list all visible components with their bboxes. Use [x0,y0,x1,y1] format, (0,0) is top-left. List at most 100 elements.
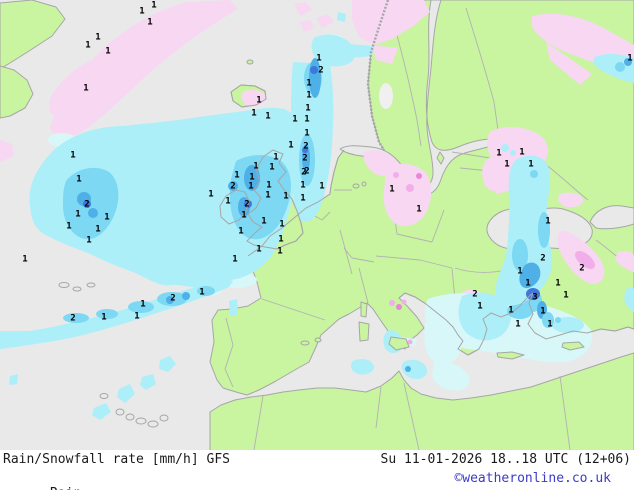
precip-value: 2 [244,200,249,210]
snow-poland [363,150,432,227]
precip-value: 1 [306,79,311,89]
precip-value: 2 [540,254,545,264]
precip-value: 1 [265,112,270,122]
sea-of-azov [589,205,634,230]
precip-value: 1 [232,255,237,265]
land-greenland-b [0,65,34,119]
precip-value: 1 [545,217,550,227]
madeira [99,393,109,399]
atlantic-islands [58,282,169,428]
caption-bar: Rain/Snowfall rate [mm/h] GFS Su 11-01-2… [0,450,634,490]
rain-norwegian-sea-top [311,12,374,67]
precip-value: 1 [140,300,145,310]
rain-scale-label: Rain [50,486,81,490]
precip-value: 1 [555,279,560,289]
precip-value: 1 [515,320,520,330]
land-gotland [436,151,445,165]
land-corsica [360,301,368,318]
title-row: Rain/Snowfall rate [mm/h] GFS Su 11-01-2… [3,452,631,467]
land-faroes [246,59,254,65]
precip-value: 2 [70,314,75,324]
precip-value: 1 [266,181,271,191]
precip-value: 1 [105,47,110,57]
precip-value: 1 [66,222,71,232]
precip-value: 1 [75,210,80,220]
precip-value: 1 [519,148,524,158]
snow-belarus [482,155,518,192]
precip-value: 1 [95,225,100,235]
precip-value: 1 [277,247,282,257]
precip-value: 2 [230,182,235,192]
precip-value: 1 [22,255,27,265]
precip-value: 1 [251,109,256,119]
precip-value: 1 [265,191,270,201]
precip-value: 1 [504,160,509,170]
precip-value: 1 [496,149,501,159]
valid-datetime: Su 11-01-2026 18..18 UTC (12+06) [380,452,631,467]
precip-value: 1 [83,84,88,94]
precip-value: 1 [528,160,533,170]
precip-value: 2 [302,154,307,164]
precip-value: 1 [477,302,482,312]
product-title: Rain/Snowfall rate [mm/h] GFS [3,452,230,467]
land-cyprus [561,341,585,351]
precip-value: 2 [472,290,477,300]
precip-value: 1 [416,205,421,215]
precip-value: 1 [304,129,309,139]
precip-value: 3 [532,293,537,303]
precip-value: 1 [316,54,321,64]
precip-value: 1 [306,91,311,101]
precip-value: 2 [84,200,89,210]
rain-aegean [458,292,511,341]
precip-value: 1 [563,291,568,301]
precip-value: 1 [70,151,75,161]
land-africa [209,352,634,450]
precip-value: 1 [199,288,204,298]
snow-nw-band [50,0,238,138]
precip-value: 1 [95,33,100,43]
precip-value: 2 [170,294,175,304]
precip-value: 1 [253,162,258,172]
land-mallorca [300,340,310,346]
copyright-link[interactable]: ©weatheronline.co.uk [454,471,611,486]
snow-areas [0,0,634,341]
precip-value: 2 [579,264,584,274]
precip-value: 1 [508,306,513,316]
precip-value: 1 [86,236,91,246]
precip-value: 2 [301,168,306,178]
azores [58,282,70,288]
precip-value: 1 [389,185,394,195]
precip-value: 1 [540,307,545,317]
coastline-overlay [219,0,634,356]
precip-value: 1 [225,197,230,207]
precip-value: 1 [300,181,305,191]
legend-row: Rain 0.11251020304050 Snow: 0.1125102030… [3,471,631,490]
precip-value: 1 [256,96,261,106]
mediterranean-islands [300,151,585,360]
precip-value: 1 [283,192,288,202]
land-sicily [388,336,410,351]
land-menorca [314,337,322,343]
precip-value: 1 [104,213,109,223]
precip-value: 2 [304,167,309,177]
precip-value: 1 [249,173,254,183]
precip-value: 1 [241,211,246,221]
precip-value: 1 [139,7,144,17]
precip-value: 1 [288,141,293,151]
precip-value: 1 [279,220,284,230]
precip-value: 1 [300,194,305,204]
land-sardinia [358,321,370,342]
canary-islands [115,408,125,416]
precip-value: 1 [147,18,152,28]
precip-value: 1 [627,54,632,64]
precip-value: 1 [234,171,239,181]
precip-value: 1 [273,153,278,163]
norway-coast [366,0,390,151]
precip-value: 1 [517,267,522,277]
precip-value: 1 [278,235,283,245]
precip-value: 1 [269,163,274,173]
snow-norway [352,0,430,64]
